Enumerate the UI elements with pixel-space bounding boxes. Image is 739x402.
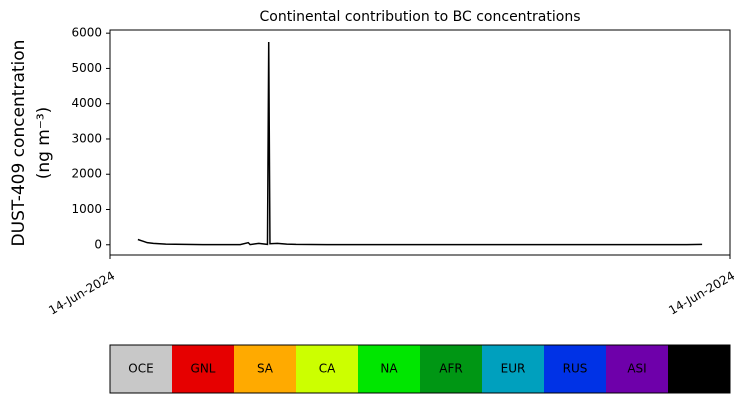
colorbar-swatch: [358, 345, 420, 393]
colorbar-label: NA: [380, 362, 398, 376]
y-tick-label: 2000: [71, 167, 102, 181]
colorbar-swatch: [110, 345, 172, 393]
y-tick-label: 0: [94, 237, 102, 251]
colorbar-swatch: [544, 345, 606, 393]
colorbar-swatch: [482, 345, 544, 393]
colorbar-label: EUR: [501, 362, 526, 376]
colorbar-label: OCE: [128, 362, 153, 376]
colorbar-swatch: [420, 345, 482, 393]
colorbar-label: RUS: [563, 362, 588, 376]
colorbar-frame: [109, 344, 731, 394]
chart-title: Continental contribution to BC concentra…: [259, 9, 580, 25]
colorbar-swatch: [606, 345, 668, 393]
colorbar-swatch: [296, 345, 358, 393]
colorbar-label: CA: [319, 362, 336, 376]
colorbar-label: SA: [257, 362, 274, 376]
colorbar-label: GNL: [191, 362, 216, 376]
data-line: [137, 41, 703, 246]
y-tick-label: 6000: [71, 26, 102, 40]
y-axis-label: DUST-409 concentration: [9, 40, 29, 247]
colorbar-swatch: [234, 345, 296, 393]
colorbar-label: AUS: [687, 362, 712, 376]
y-tick-label: 5000: [71, 61, 102, 75]
y-tick-label: 1000: [71, 202, 102, 216]
colorbar-label: ASI: [627, 362, 646, 376]
colorbar-label: AFR: [439, 362, 462, 376]
colorbar-swatch: [172, 345, 234, 393]
x-tick-label: 14-Jun-2024: [46, 269, 117, 318]
colorbar-swatch: [668, 345, 730, 393]
y-axis-label: (ng m⁻³): [34, 107, 54, 180]
x-tick-label: 14-Jun-2024: [666, 269, 737, 318]
y-tick-label: 3000: [71, 131, 102, 145]
plot-frame: [109, 29, 731, 256]
y-tick-label: 4000: [71, 96, 102, 110]
